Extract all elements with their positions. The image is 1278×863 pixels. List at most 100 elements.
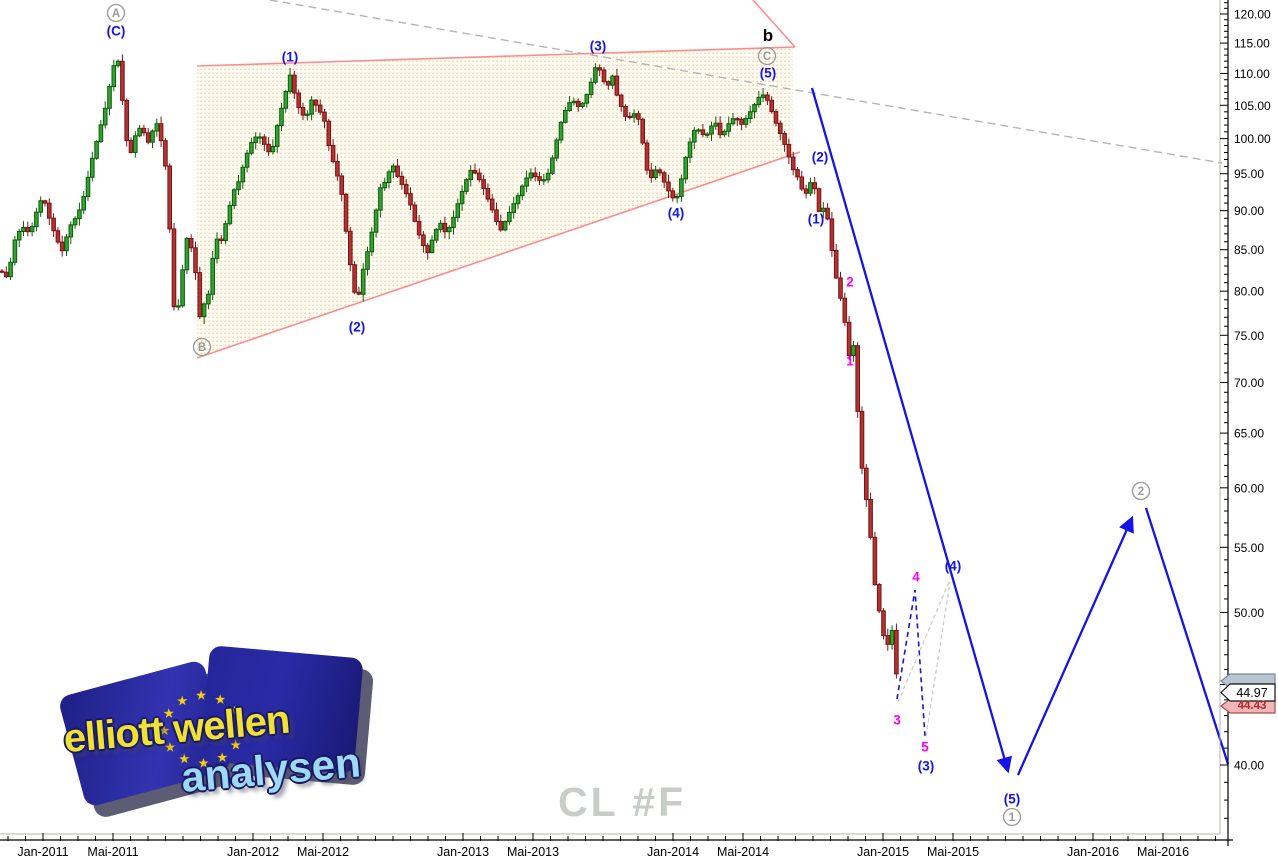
candle	[343, 193, 349, 232]
candle	[193, 247, 198, 274]
candle	[158, 123, 164, 142]
candle	[829, 218, 835, 252]
candle	[339, 175, 344, 195]
candle	[231, 189, 237, 206]
wave-label: 2	[1138, 486, 1144, 498]
candle	[395, 165, 400, 177]
candle	[588, 81, 594, 96]
wave-label: (5)	[1004, 792, 1021, 807]
candle	[421, 234, 426, 247]
x-axis-label: Jan-2015	[857, 845, 909, 859]
candle	[683, 156, 689, 180]
logo-word-elliott: elliott	[61, 708, 166, 762]
candle	[107, 86, 112, 109]
candle	[851, 345, 856, 357]
wave-label: (C)	[107, 24, 126, 39]
candle	[717, 122, 723, 136]
candle	[72, 218, 78, 226]
candle	[666, 181, 671, 192]
y-axis-label: 85.00	[1234, 243, 1264, 257]
candle	[614, 75, 620, 96]
candle	[326, 120, 332, 147]
candle	[197, 272, 203, 318]
candle	[8, 261, 13, 278]
candle	[636, 113, 641, 120]
x-axis-label: Jan-2013	[437, 845, 489, 859]
candle	[838, 277, 843, 299]
candle	[4, 271, 9, 278]
candle	[713, 122, 719, 127]
y-axis-label: 110.00	[1234, 67, 1270, 81]
candle	[412, 204, 418, 222]
candle	[29, 226, 35, 233]
candle	[55, 230, 61, 243]
candle	[623, 105, 628, 117]
candle	[128, 140, 134, 153]
projection-lines	[810, 87, 1230, 776]
candle	[657, 169, 663, 174]
candle	[700, 129, 706, 135]
candle	[429, 239, 435, 253]
candle	[597, 67, 603, 71]
candle	[735, 118, 740, 121]
candle	[554, 139, 560, 159]
x-axis-label: Mai-2012	[297, 845, 349, 859]
candles-group	[0, 54, 899, 679]
candle	[661, 172, 667, 183]
circled-wave-label	[192, 337, 212, 357]
candle	[365, 251, 370, 270]
candle	[494, 209, 499, 223]
candle	[12, 239, 18, 263]
candle	[739, 118, 744, 125]
candle	[171, 228, 177, 308]
candle	[644, 142, 650, 171]
y-axis-label: 70.00	[1234, 376, 1264, 390]
x-axis-label: Mai-2016	[1137, 845, 1189, 859]
wave-label: (1)	[282, 50, 299, 65]
candle	[188, 237, 194, 249]
candle	[317, 104, 323, 113]
candle	[201, 303, 207, 318]
wave-label: (3)	[590, 39, 607, 54]
candle	[25, 226, 31, 233]
candle	[378, 187, 383, 211]
candle	[580, 102, 585, 107]
candle	[842, 297, 848, 323]
candle	[21, 226, 26, 232]
candle	[812, 182, 818, 190]
x-axis-label: Mai-2014	[717, 845, 769, 859]
candle	[593, 67, 598, 83]
candle	[704, 133, 710, 136]
candle	[618, 94, 624, 107]
blue-projection-line	[1016, 515, 1134, 776]
y-axis-label: 75.00	[1234, 329, 1264, 343]
candle	[696, 129, 701, 132]
candle	[180, 269, 185, 307]
candle	[386, 171, 392, 184]
red-trendline	[196, 46, 796, 67]
wave-label: (1)	[808, 212, 825, 227]
candle	[872, 536, 878, 586]
candle	[335, 161, 340, 177]
wave-label: 2	[846, 275, 854, 290]
candle	[184, 237, 190, 271]
wave-label: 1	[846, 354, 854, 369]
candle	[34, 211, 39, 228]
candle	[408, 193, 413, 206]
candle	[283, 90, 289, 109]
candle	[876, 584, 882, 612]
candle	[477, 172, 482, 181]
candle	[77, 209, 82, 220]
candle	[356, 291, 362, 295]
candle	[223, 223, 228, 242]
candle	[881, 610, 886, 637]
triangle-zone	[196, 0, 1223, 359]
candle	[816, 188, 822, 212]
wave-label: (5)	[760, 66, 777, 81]
candle	[722, 130, 727, 136]
x-axis-label: Mai-2013	[507, 845, 559, 859]
candle	[808, 182, 813, 194]
candle	[85, 176, 91, 198]
candle	[47, 202, 52, 219]
wave-label: B	[198, 342, 206, 354]
